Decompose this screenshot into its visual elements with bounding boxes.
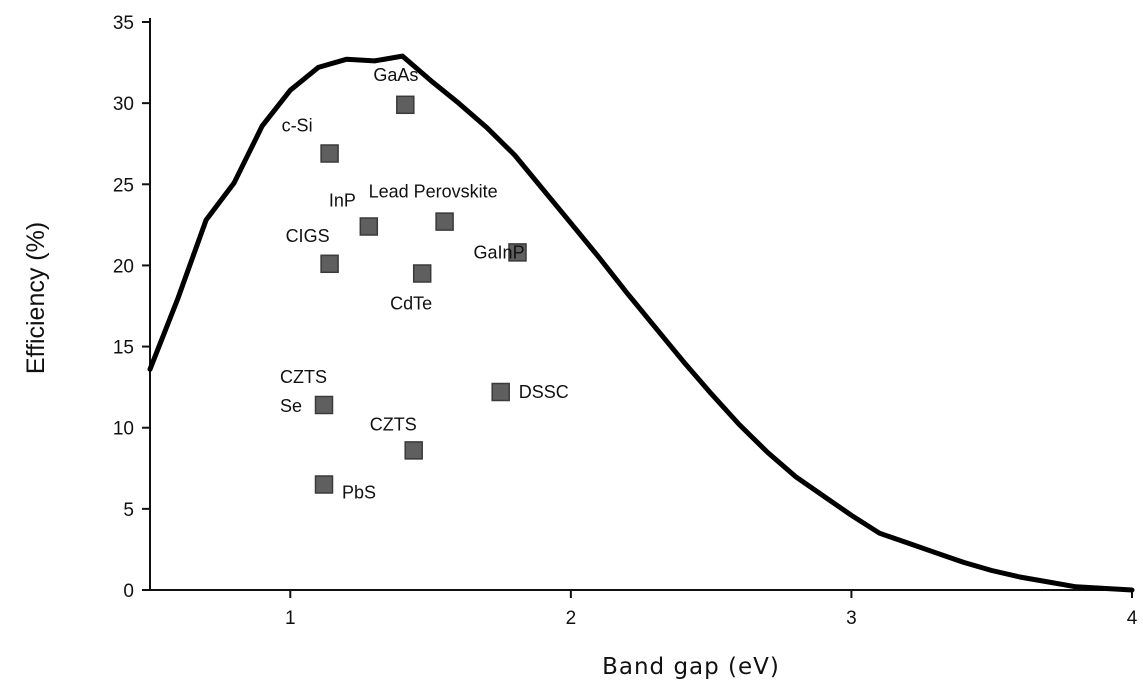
data-point: CIGS — [286, 226, 339, 274]
data-point: CZTS Se — [280, 367, 334, 416]
y-tick-label: 0 — [123, 581, 134, 602]
data-point-label: Lead Perovskite — [369, 182, 498, 202]
data-point-marker — [359, 217, 379, 236]
data-point: GaInP — [474, 242, 527, 262]
data-point: CZTS — [370, 414, 423, 460]
data-point: DSSC — [491, 382, 569, 402]
data-point: PbS — [314, 475, 376, 503]
data-point-label: DSSC — [519, 382, 569, 402]
data-point-marker — [314, 395, 334, 415]
y-tick-label: 30 — [113, 94, 134, 115]
data-point-label: CdTe — [390, 294, 432, 314]
y-tick-label: 25 — [113, 175, 134, 196]
x-tick-label: 1 — [285, 608, 296, 629]
x-axis-title: Band gap (eV) — [602, 654, 780, 680]
data-point-marker — [435, 212, 454, 231]
data-point-marker — [491, 382, 510, 402]
y-tick-label: 5 — [123, 500, 134, 521]
data-point-label: PbS — [342, 483, 376, 503]
data-points-layer: GaAs c-Si Lead Perovskite InP GaInP CIGS CdTe D… — [280, 65, 569, 503]
y-tick-label: 20 — [113, 256, 134, 277]
data-point: GaAs — [373, 65, 418, 115]
data-point: CdTe — [390, 264, 432, 314]
axes — [142, 18, 1133, 598]
x-tick-label: 4 — [1127, 608, 1138, 629]
efficiency-limit-curve — [147, 53, 1135, 593]
y-tick-label: 35 — [113, 13, 134, 34]
data-point-label: CIGS — [286, 226, 330, 246]
data-point-marker — [320, 144, 339, 163]
data-point-label: c-Si — [282, 115, 313, 135]
data-point-marker — [508, 243, 527, 262]
data-point-label: InP — [329, 190, 356, 210]
y-axis-title: Efficiency (%) — [22, 222, 50, 374]
x-tick-label: 3 — [846, 608, 857, 629]
data-point-marker — [412, 264, 432, 283]
limit-curve-layer — [147, 53, 1135, 593]
data-point-label: CZTS — [280, 367, 327, 387]
data-point: c-Si — [282, 115, 339, 163]
y-tick-label: 15 — [113, 338, 134, 359]
data-point-label: GaInP — [474, 242, 525, 262]
data-point: Lead Perovskite — [369, 182, 498, 231]
data-point-marker — [320, 254, 339, 274]
tick-labels: 0 5 10 15 20 25 30 35 1 2 3 4 — [113, 13, 1138, 629]
data-point-label: GaAs — [373, 65, 418, 85]
data-point-label: Se — [280, 396, 302, 416]
data-point-marker — [396, 95, 415, 115]
y-tick-label: 10 — [113, 419, 134, 440]
data-point-marker — [404, 441, 423, 460]
x-tick-label: 2 — [566, 608, 577, 629]
data-point-marker — [314, 475, 334, 494]
data-point-label: CZTS — [370, 414, 417, 434]
data-point: InP — [329, 190, 379, 236]
